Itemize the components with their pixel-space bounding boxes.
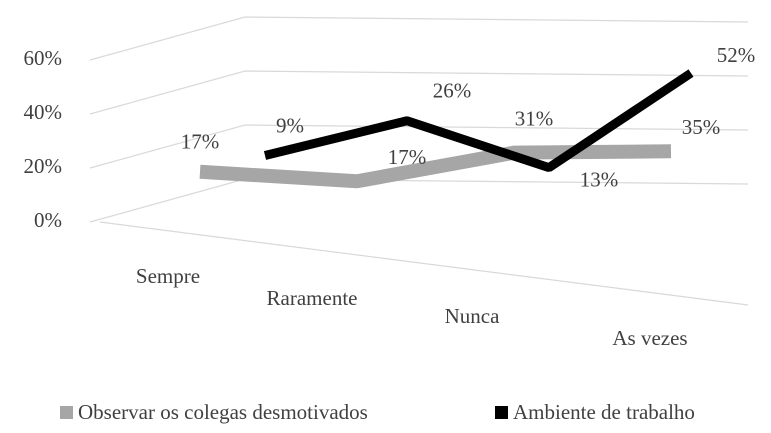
y-tick-label: 0%	[34, 208, 62, 232]
legend-label: Ambiente de trabalho	[513, 400, 695, 424]
grid-line	[89, 16, 749, 61]
series-line	[263, 69, 694, 172]
series-line	[199, 144, 672, 189]
x-tick-label: Nunca	[445, 304, 500, 328]
data-label: 26%	[433, 79, 472, 103]
data-label: 13%	[580, 167, 619, 191]
data-label: 35%	[682, 115, 721, 139]
grid-line	[89, 124, 749, 169]
y-tick-label: 60%	[24, 46, 63, 70]
data-label: 52%	[717, 43, 756, 67]
grid-line	[89, 70, 749, 115]
x-tick-label: As vezes	[612, 326, 687, 350]
data-label: 9%	[276, 113, 304, 137]
legend-swatch	[495, 406, 508, 419]
data-label: 17%	[181, 130, 220, 154]
floor-edge	[99, 221, 749, 306]
data-label: 31%	[515, 106, 554, 130]
y-tick-label: 40%	[24, 100, 63, 124]
y-tick-label: 20%	[24, 154, 63, 178]
legend-swatch	[60, 406, 73, 419]
grid-line	[89, 178, 749, 223]
x-tick-label: Sempre	[136, 264, 200, 288]
legend-label: Observar os colegas desmotivados	[78, 400, 368, 424]
data-label: 17%	[388, 145, 427, 169]
x-tick-label: Raramente	[267, 286, 358, 310]
